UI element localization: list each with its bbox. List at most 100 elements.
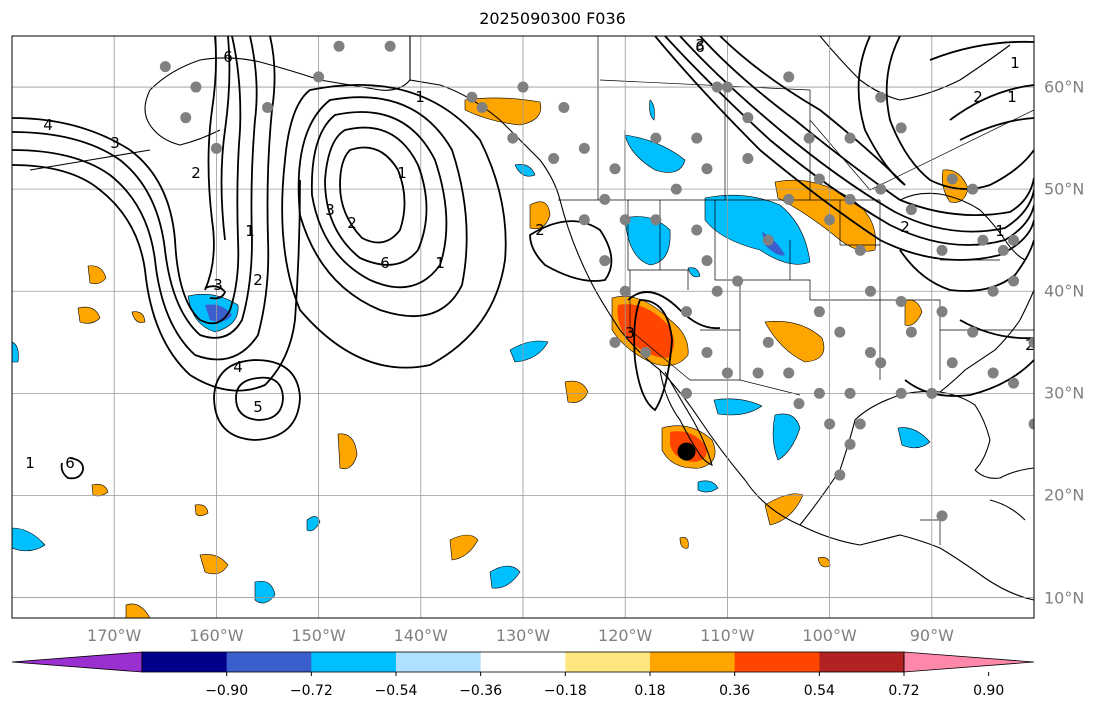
- contour-label: 1: [435, 254, 445, 272]
- station-dot: [650, 214, 662, 226]
- station-dot: [619, 214, 631, 226]
- anomaly-area: [564, 380, 589, 403]
- station-dot: [313, 71, 325, 83]
- contour-label: 3: [695, 36, 705, 54]
- station-dot: [997, 244, 1009, 256]
- colorbar-tick-label: −0.72: [289, 683, 333, 699]
- anomaly-area: [77, 306, 101, 324]
- station-dot: [895, 387, 907, 399]
- contour-line: [213, 359, 301, 441]
- station-dot: [640, 347, 652, 359]
- graticule: [12, 36, 1034, 618]
- station-dot: [844, 438, 856, 450]
- station-dot: [1008, 377, 1020, 389]
- longitude-label: 110°W: [700, 626, 755, 645]
- station-dot: [650, 132, 662, 144]
- coastline: [149, 57, 411, 91]
- anomaly-area: [12, 341, 19, 363]
- contour-label: 2: [535, 221, 545, 239]
- coastline: [989, 499, 1026, 521]
- station-dot: [783, 71, 795, 83]
- contour-label: 6: [380, 254, 390, 272]
- anomaly-area: [772, 413, 801, 461]
- contour-line: [664, 36, 1034, 246]
- station-dot: [721, 367, 733, 379]
- anomaly-area: [131, 311, 146, 323]
- contour-line: [529, 220, 613, 282]
- station-dot: [844, 132, 856, 144]
- colorbar-segment: [396, 652, 482, 672]
- contour-line: [959, 319, 1034, 340]
- colorbar-segment: [734, 652, 820, 672]
- coastline: [409, 36, 1034, 601]
- station-dot: [599, 193, 611, 205]
- latitude-label: 10°N: [1044, 588, 1085, 608]
- longitude-label: 150°W: [291, 626, 346, 645]
- station-dot: [599, 255, 611, 267]
- contour-label: 6: [223, 48, 233, 66]
- anomaly-area: [764, 321, 825, 363]
- longitude-label: 90°W: [909, 626, 954, 645]
- colorbar-segment: [311, 652, 397, 672]
- colorbar-tick-label: −0.90: [205, 683, 249, 699]
- station-dot: [742, 153, 754, 165]
- station-dot: [936, 244, 948, 256]
- station-dot: [548, 153, 560, 165]
- contour-label: 1: [1007, 88, 1017, 106]
- anomaly-area: [817, 557, 831, 568]
- latitude-label: 30°N: [1044, 383, 1085, 403]
- station-dot: [875, 357, 887, 369]
- station-dot: [762, 336, 774, 348]
- colorbar-tick-label: 0.90: [973, 683, 1005, 699]
- station-dot: [578, 214, 590, 226]
- station-dot: [813, 387, 825, 399]
- station-dot: [875, 183, 887, 195]
- colorbar-tick-label: 0.54: [803, 683, 835, 699]
- coastline: [659, 369, 713, 466]
- anomaly-area: [624, 216, 671, 266]
- contour-line: [12, 164, 301, 392]
- station-dot: [1028, 418, 1034, 430]
- colorbar-extend-low: [11, 651, 143, 673]
- contour-line: [929, 40, 1034, 61]
- contour-label-layer: 614321234561321236121236121: [25, 36, 1034, 472]
- station-dot: [813, 306, 825, 318]
- contour-label: 3: [625, 324, 635, 342]
- coastline: [144, 89, 221, 146]
- colorbar-tick-label: 0.18: [634, 683, 666, 699]
- anomaly-area: [764, 493, 804, 526]
- coastline: [939, 289, 1034, 393]
- station-dot: [742, 112, 754, 124]
- latitude-label: 40°N: [1044, 281, 1085, 301]
- contour-label: 2: [900, 218, 910, 236]
- station-dot: [967, 183, 979, 195]
- station-dot: [926, 387, 938, 399]
- anomaly-area: [87, 265, 107, 285]
- station-dot: [834, 326, 846, 338]
- contour-label: 4: [43, 116, 53, 134]
- contour-label: 1: [245, 222, 255, 240]
- contour-line: [679, 36, 1034, 233]
- station-dot: [333, 40, 345, 52]
- longitude-label: 170°W: [87, 626, 142, 645]
- colorbar-segment: [650, 652, 736, 672]
- contour-label: 3: [110, 134, 120, 152]
- colorbar: [11, 651, 1035, 676]
- station-dot: [946, 357, 958, 369]
- contour-label: 2: [253, 271, 263, 289]
- anomaly-area: [617, 304, 674, 358]
- station-dot: [721, 81, 733, 93]
- station-dot: [711, 285, 723, 297]
- station-dot: [1028, 336, 1034, 348]
- contour-line: [959, 117, 1034, 141]
- station-dot: [701, 163, 713, 175]
- contour-label: 1: [415, 88, 425, 106]
- station-dot: [691, 132, 703, 144]
- contour-line: [220, 36, 231, 241]
- anomaly-area: [649, 99, 655, 121]
- colorbar-tick-label: −0.36: [459, 683, 503, 699]
- station-dot: [1008, 275, 1020, 287]
- anomaly-area: [704, 194, 811, 265]
- colorbar-frame: [141, 651, 905, 673]
